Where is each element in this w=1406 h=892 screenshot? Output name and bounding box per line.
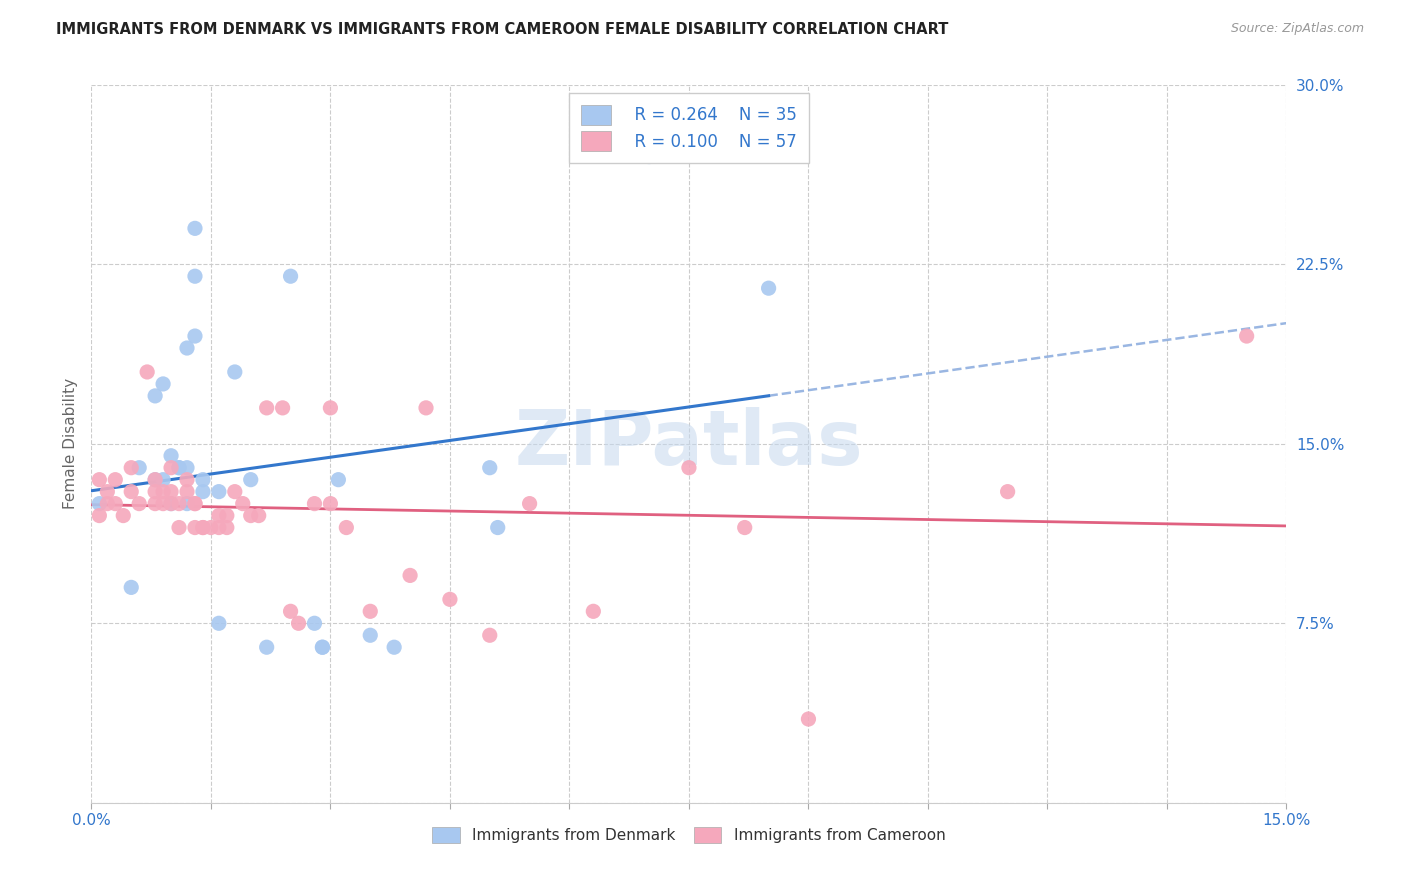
Point [478,460,501,475]
Point [478,628,501,642]
Point [287,616,309,631]
Point [439,592,461,607]
Point [1236,329,1258,343]
Point [176,473,198,487]
Point [359,628,381,642]
Point [519,497,541,511]
Point [136,365,159,379]
Point [128,497,150,511]
Point [208,508,231,523]
Point [191,520,214,534]
Point [160,497,183,511]
Point [176,484,198,499]
Point [311,640,333,655]
Point [215,520,238,534]
Point [399,568,422,582]
Point [160,460,183,475]
Text: Source: ZipAtlas.com: Source: ZipAtlas.com [1230,22,1364,36]
Point [143,473,166,487]
Point [160,449,183,463]
Point [239,508,262,523]
Point [167,460,190,475]
Point [208,520,231,534]
Legend: Immigrants from Denmark, Immigrants from Cameroon: Immigrants from Denmark, Immigrants from… [426,821,952,849]
Point [176,497,198,511]
Point [797,712,820,726]
Point [304,616,326,631]
Point [167,497,190,511]
Point [120,484,142,499]
Point [734,520,756,534]
Point [167,460,190,475]
Point [96,497,118,511]
Point [208,616,231,631]
Point [184,221,207,235]
Point [184,520,207,534]
Point [224,365,246,379]
Point [311,640,333,655]
Point [160,497,183,511]
Point [143,473,166,487]
Point [232,497,254,511]
Point [128,460,150,475]
Point [239,473,262,487]
Point [256,401,278,415]
Point [304,497,326,511]
Point [167,520,190,534]
Point [328,473,350,487]
Point [152,497,174,511]
Point [184,497,207,511]
Point [319,497,342,511]
Text: ZIPatlas: ZIPatlas [515,407,863,481]
Point [997,484,1019,499]
Point [486,520,509,534]
Point [678,460,700,475]
Point [160,484,183,499]
Point [638,149,661,164]
Point [112,508,135,523]
Point [143,484,166,499]
Point [176,341,198,355]
Y-axis label: Female Disability: Female Disability [62,378,77,509]
Point [104,497,127,511]
Point [120,460,142,475]
Point [184,329,207,343]
Point [176,460,198,475]
Point [89,497,111,511]
Point [224,484,246,499]
Point [280,269,302,284]
Point [89,508,111,523]
Point [191,520,214,534]
Point [96,484,118,499]
Point [256,640,278,655]
Point [152,376,174,391]
Point [758,281,780,295]
Point [359,604,381,618]
Point [191,484,214,499]
Point [191,473,214,487]
Point [104,473,127,487]
Point [382,640,405,655]
Point [143,497,166,511]
Point [280,604,302,618]
Point [200,520,222,534]
Point [335,520,357,534]
Point [247,508,270,523]
Point [415,401,437,415]
Text: IMMIGRANTS FROM DENMARK VS IMMIGRANTS FROM CAMEROON FEMALE DISABILITY CORRELATIO: IMMIGRANTS FROM DENMARK VS IMMIGRANTS FR… [56,22,949,37]
Point [582,604,605,618]
Point [152,473,174,487]
Point [208,484,231,499]
Point [89,473,111,487]
Point [215,508,238,523]
Point [271,401,294,415]
Point [184,497,207,511]
Point [143,389,166,403]
Point [184,269,207,284]
Point [120,581,142,595]
Point [152,484,174,499]
Point [319,401,342,415]
